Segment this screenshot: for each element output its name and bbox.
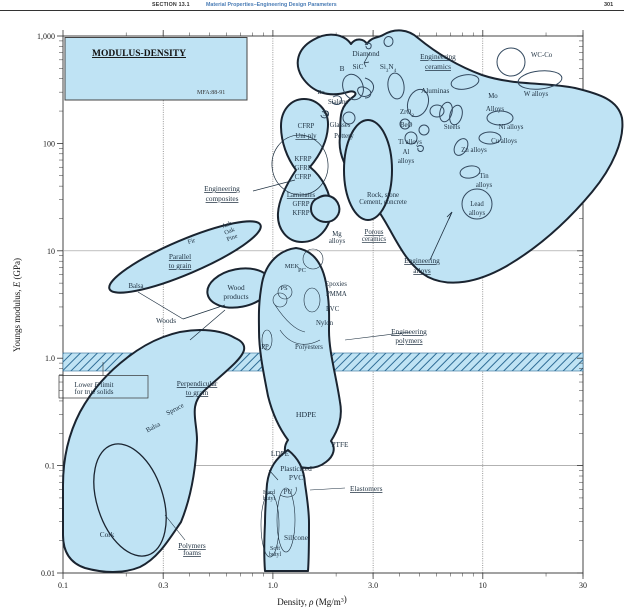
svg-text:products: products [223,292,248,301]
svg-text:to grain: to grain [169,261,192,270]
svg-text:Parallel: Parallel [169,252,191,261]
svg-text:1,000: 1,000 [37,32,55,41]
svg-text:Polyesters: Polyesters [295,344,323,351]
svg-text:Be: Be [317,89,324,96]
svg-text:Engineering: Engineering [204,184,240,193]
svg-text:Balsa: Balsa [128,283,143,290]
svg-text:Porous: Porous [365,229,384,236]
svg-text:Sialons: Sialons [328,99,348,106]
svg-text:alloys: alloys [329,238,346,245]
svg-text:Alloys: Alloys [486,106,504,113]
svg-text:Cork: Cork [100,530,115,539]
svg-text:KFRP: KFRP [294,156,311,163]
svg-text:Engineering: Engineering [391,327,427,336]
svg-text:Si: Si [323,111,329,118]
svg-text:Mg: Mg [332,231,342,238]
svg-text:HDPE: HDPE [296,410,317,419]
svg-text:LDPE: LDPE [271,449,290,458]
svg-text:alloys: alloys [476,182,493,189]
svg-text:WC-Co: WC-Co [531,52,553,59]
svg-text:PVC: PVC [326,306,340,313]
svg-text:GFRP: GFRP [294,165,311,172]
svg-text:Engineering: Engineering [420,52,456,61]
svg-text:Glasses: Glasses [330,122,351,129]
svg-text:10: 10 [47,247,55,256]
svg-text:PVC: PVC [289,473,303,482]
svg-text:Perpendicular: Perpendicular [177,379,218,388]
svg-text:Lead: Lead [470,201,484,208]
svg-text:Ni alloys: Ni alloys [499,124,524,131]
svg-text:0.3: 0.3 [158,581,168,590]
svg-text:Woods: Woods [156,316,176,325]
svg-text:1.0: 1.0 [45,354,55,363]
svg-text:Nylon: Nylon [316,320,334,327]
svg-text:Youngs modulus, E (GPa): Youngs modulus, E (GPa) [12,258,22,352]
svg-text:30: 30 [579,581,587,590]
svg-text:Plasticized: Plasticized [280,464,312,473]
svg-text:Rock, stone: Rock, stone [367,192,399,199]
svg-text:for true solids: for true solids [75,388,114,396]
svg-text:W alloys: W alloys [524,91,549,98]
svg-text:Pottery: Pottery [334,133,354,140]
svg-text:Al: Al [403,149,410,156]
svg-text:100: 100 [43,139,55,148]
svg-text:MODULUS-DENSITY: MODULUS-DENSITY [92,49,186,59]
svg-text:PMMA: PMMA [326,291,347,298]
svg-text:Silicone: Silicone [284,533,308,542]
svg-text:Diamond: Diamond [352,49,380,58]
svg-text:PTFE: PTFE [331,440,349,449]
svg-text:Wood: Wood [227,283,245,292]
svg-text:KFRP: KFRP [292,210,309,217]
svg-text:Aluminas: Aluminas [421,86,450,95]
svg-text:CFRP: CFRP [298,123,315,130]
svg-text:0.1: 0.1 [45,462,55,471]
svg-text:composites: composites [206,194,239,203]
svg-text:CFRP: CFRP [295,174,312,181]
svg-text:B: B [340,64,345,73]
svg-text:Epoxies: Epoxies [325,281,347,288]
svg-text:GFRP: GFRP [292,201,309,208]
svg-text:alloys: alloys [398,158,415,165]
svg-text:foams: foams [183,548,201,557]
svg-text:BeO: BeO [400,122,413,129]
svg-text:SiC: SiC [353,62,364,71]
svg-text:to grain: to grain [186,388,209,397]
svg-text:3.0: 3.0 [368,581,378,590]
svg-text:Steels: Steels [444,124,461,131]
svg-text:Mo: Mo [488,93,498,100]
svg-text:Cement, concrete: Cement, concrete [359,199,407,206]
svg-text:MFA:88-91: MFA:88-91 [197,90,225,96]
svg-text:0.01: 0.01 [41,569,55,578]
svg-text:polymers: polymers [395,336,422,345]
svg-text:alloys: alloys [413,266,431,275]
svg-text:PU: PU [284,489,293,496]
svg-text:Zn alloys: Zn alloys [461,147,487,154]
svg-text:Engineering: Engineering [404,256,440,265]
svg-text:ceramics: ceramics [362,236,387,243]
svg-text:alloys: alloys [469,210,486,217]
svg-text:Elastomers: Elastomers [350,484,383,493]
svg-text:0.1: 0.1 [58,581,68,590]
svg-text:10: 10 [479,581,487,590]
svg-text:1.0: 1.0 [268,581,278,590]
svg-text:PC: PC [298,267,306,274]
svg-text:Ti alloys: Ti alloys [398,139,422,146]
svg-text:ceramics: ceramics [425,62,451,71]
svg-text:Cu alloys: Cu alloys [491,138,517,145]
svg-text:Tin: Tin [479,173,489,180]
svg-text:Density, ρ (Mg/m3): Density, ρ (Mg/m3) [277,594,347,607]
